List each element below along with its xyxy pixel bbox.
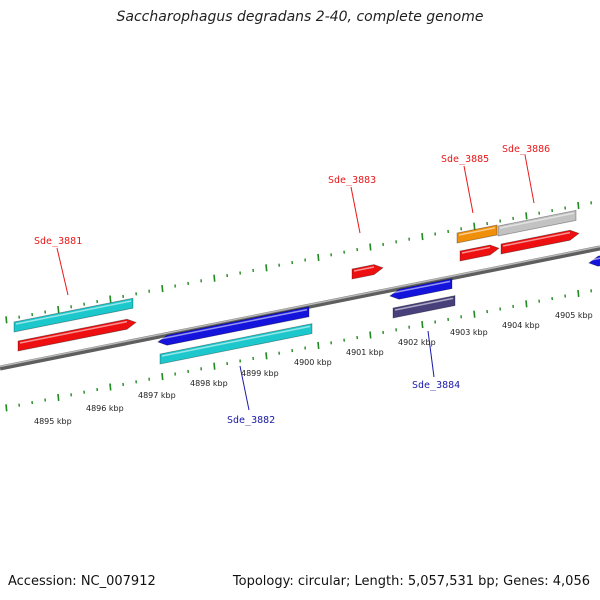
axis-label-4903: 4903 kbp: [450, 328, 488, 337]
feature-sde-3884-gene-body: [392, 295, 456, 319]
gene-label-sde-3882[interactable]: Sde_3882: [227, 415, 275, 426]
feature-sde-3884-cds-shine: [391, 280, 451, 294]
feature-sde-3884-gene: [392, 295, 456, 319]
inner-tick-track: [5, 289, 592, 412]
feature-sde-3885-cds-body: [459, 244, 500, 262]
inner-tick: [265, 352, 268, 360]
inner-tick: [109, 383, 112, 391]
outer-tick: [57, 305, 60, 313]
feature-sde-3884-cds: [389, 278, 453, 300]
outer-tick: [421, 233, 424, 241]
feature-sde-3885-cds: [459, 244, 500, 262]
feature-sde-3886-cds-shine: [502, 231, 571, 247]
gene-labels: Sde_3881 Sde_3882 Sde_3883 Sde_3884 Sde_…: [34, 144, 550, 426]
feature-sde-3886-gene: [497, 209, 577, 237]
gene-label-sde-3883[interactable]: Sde_3883: [328, 175, 376, 186]
inner-tick: [473, 310, 476, 318]
genome-summary-text: Topology: circular; Length: 5,057,531 bp…: [232, 574, 590, 589]
feature-sde-3882-cds: [157, 306, 310, 346]
inner-tick: [57, 393, 60, 401]
axis-label-4898: 4898 kbp: [190, 379, 228, 388]
gene-label-sde-3884[interactable]: Sde_3884: [412, 380, 460, 391]
outer-tick: [109, 295, 112, 303]
feature-edge-blue-shine: [590, 257, 600, 261]
gene-label-sde-3886[interactable]: Sde_3886: [502, 144, 550, 155]
axis-labels: 4895 kbp 4896 kbp 4897 kbp 4898 kbp 4899…: [34, 311, 593, 426]
axis-label-4895: 4895 kbp: [34, 417, 72, 426]
feature-sde-3884-gene-shine: [394, 297, 454, 311]
inner-tick: [525, 300, 528, 308]
axis-label-4896: 4896 kbp: [86, 404, 124, 413]
inner-tick: [369, 331, 372, 339]
outer-tick: [577, 201, 580, 209]
leader-sde-3881: [56, 247, 69, 296]
inner-tick: [577, 289, 580, 297]
outer-tick-track: [5, 201, 592, 324]
outer-tick: [213, 274, 216, 282]
feature-sde-3881-cds-body: [17, 318, 137, 352]
feature-sde-3886-cds-body: [500, 229, 580, 255]
feature-sde-3886-cds: [500, 229, 580, 255]
feature-sde-3881-cds: [17, 318, 137, 352]
accession-text: Accession: NC_007912: [8, 574, 156, 589]
feature-sde-3883-cds: [351, 264, 384, 280]
axis-label-4904: 4904 kbp: [502, 321, 540, 330]
leader-sde-3883: [350, 186, 361, 234]
genome-backbone: [0, 245, 600, 371]
inner-tick: [161, 373, 164, 381]
inner-tick: [5, 404, 8, 412]
axis-label-4900: 4900 kbp: [294, 358, 332, 367]
axis-label-4899: 4899 kbp: [241, 369, 279, 378]
axis-label-4901: 4901 kbp: [346, 348, 384, 357]
feature-sde-3883-cds-shine: [353, 266, 375, 272]
feature-sde-3881-gene-shine: [15, 300, 132, 325]
genome-backbone-highlight: [0, 245, 600, 368]
leader-sde-3882: [239, 365, 250, 411]
feature-edge-blue-body: [588, 255, 600, 267]
map-title: Saccharophagus degradans 2-40, complete …: [116, 9, 484, 25]
inner-tick: [213, 362, 216, 370]
gene-label-sde-3885[interactable]: Sde_3885: [441, 154, 489, 165]
axis-label-4902: 4902 kbp: [398, 338, 436, 347]
leader-sde-3886: [524, 154, 535, 204]
feature-sde-3885-gene: [456, 224, 498, 244]
outer-tick: [317, 253, 320, 261]
outer-tick: [161, 285, 164, 293]
axis-label-4905: 4905 kbp: [555, 311, 593, 320]
outer-tick: [5, 316, 8, 324]
feature-sde-3883-cds-body: [351, 264, 384, 280]
leader-sde-3884: [427, 330, 435, 378]
gene-leader-lines: [56, 154, 535, 411]
inner-tick: [317, 341, 320, 349]
feature-sde-3882-gene: [159, 323, 313, 365]
inner-tick: [421, 321, 424, 329]
feature-layer: [13, 209, 600, 365]
outer-tick: [265, 264, 268, 272]
axis-label-4897: 4897 kbp: [138, 391, 176, 400]
feature-sde-3885-gene-shine: [458, 227, 496, 236]
feature-sde-3881-gene: [13, 297, 134, 333]
feature-sde-3882-gene-shine: [161, 325, 311, 357]
gene-label-sde-3881[interactable]: Sde_3881: [34, 236, 82, 247]
outer-tick: [369, 243, 372, 251]
leader-sde-3885: [463, 165, 474, 214]
outer-tick: [525, 212, 528, 220]
feature-sde-3886-gene-shine: [499, 212, 575, 229]
feature-sde-3882-cds-shine: [159, 308, 308, 340]
feature-sde-3885-cds-shine: [461, 246, 491, 254]
outer-tick: [473, 222, 476, 230]
feature-edge-blue: [588, 255, 600, 267]
feature-sde-3881-cds-shine: [19, 320, 128, 344]
